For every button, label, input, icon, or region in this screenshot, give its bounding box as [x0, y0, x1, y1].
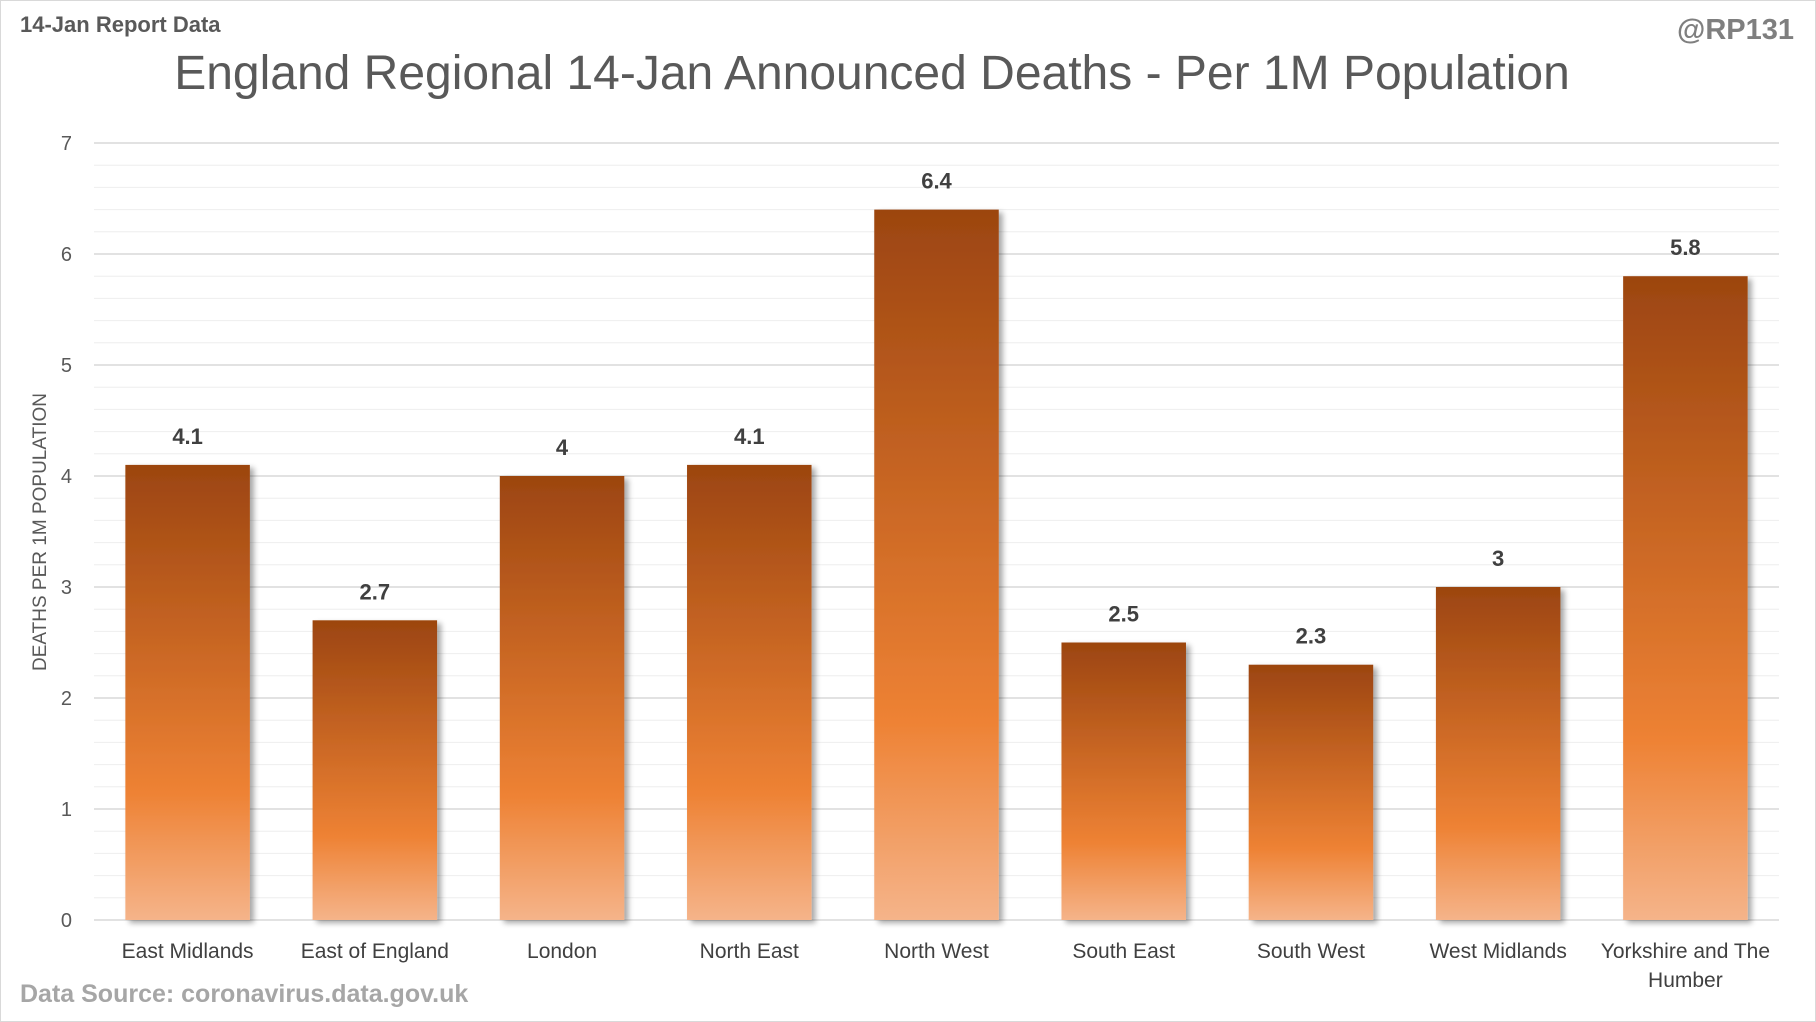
x-tick-label: East of England — [301, 940, 449, 963]
x-tick-label: North West — [884, 940, 989, 963]
y-tick-label: 3 — [61, 577, 72, 599]
data-labels: 4.1 2.7 4 4.1 6.4 2.5 2.3 3 5.8 — [172, 169, 1700, 649]
y-tick-label: 7 — [61, 133, 72, 155]
bar — [312, 620, 438, 920]
x-tick-label: West Midlands — [1429, 940, 1566, 963]
bar — [1435, 587, 1561, 920]
data-label: 4.1 — [172, 424, 203, 449]
data-label: 2.5 — [1108, 602, 1139, 627]
data-label: 2.7 — [360, 579, 391, 604]
x-tick-label: London — [527, 940, 597, 963]
data-label: 2.3 — [1296, 624, 1327, 649]
y-axis-ticks: 0 1 2 3 4 5 6 7 — [61, 133, 72, 932]
y-tick-label: 4 — [61, 466, 72, 488]
x-tick-label: South East — [1072, 940, 1175, 963]
bars — [125, 209, 1748, 921]
y-tick-label: 6 — [61, 244, 72, 266]
data-label: 3 — [1492, 546, 1504, 571]
data-label: 4 — [556, 435, 569, 460]
y-axis-label: DEATHS PER 1M POPULATION — [30, 393, 51, 671]
author-handle: @RP131 — [1677, 14, 1794, 46]
x-tick-label: North East — [700, 940, 799, 963]
data-label: 5.8 — [1670, 235, 1701, 260]
y-tick-label: 2 — [61, 688, 72, 710]
x-tick-label: Yorkshire and The Humber — [1601, 940, 1770, 992]
data-label: 4.1 — [734, 424, 765, 449]
data-source-note: Data Source: coronavirus.data.gov.uk — [20, 980, 469, 1008]
bar — [125, 464, 250, 920]
y-tick-label: 5 — [61, 355, 72, 377]
y-tick-label: 0 — [61, 910, 72, 932]
bar — [687, 464, 812, 920]
bar — [1623, 276, 1748, 920]
chart-title: England Regional 14-Jan Announced Deaths… — [174, 47, 1570, 100]
report-date-label: 14-Jan Report Data — [20, 12, 221, 37]
x-tick-label: South West — [1257, 940, 1365, 963]
data-label: 6.4 — [921, 169, 952, 194]
x-axis-categories: East Midlands East of England London North … — [122, 940, 1770, 992]
bar — [1248, 664, 1374, 920]
bar — [1061, 642, 1186, 920]
y-tick-label: 1 — [61, 799, 72, 821]
bar — [874, 209, 999, 921]
x-tick-label: East Midlands — [122, 940, 254, 963]
bar — [499, 476, 625, 920]
